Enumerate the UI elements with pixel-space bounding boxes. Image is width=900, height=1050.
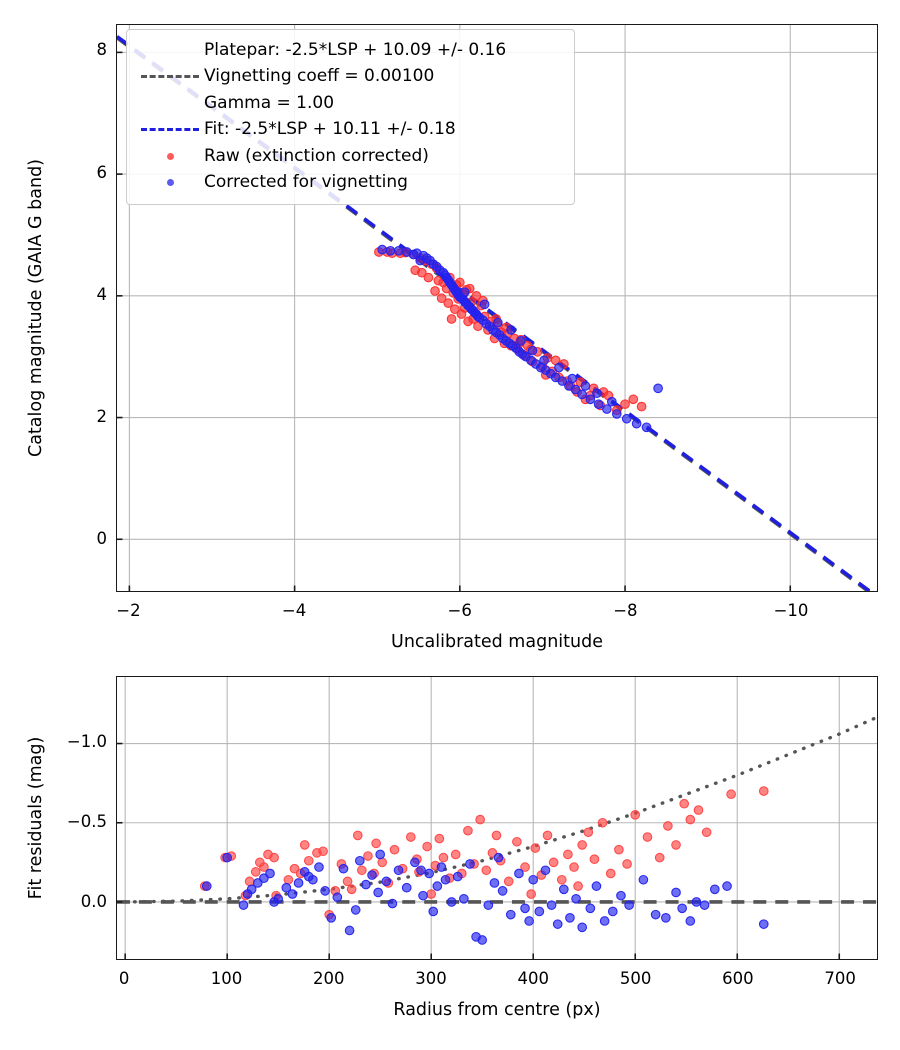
fit-residuals-canvas	[117, 677, 877, 959]
legend-key-blank	[136, 49, 204, 52]
top-axis-xlabel: Uncalibrated magnitude	[391, 632, 603, 652]
legend-entry: Corrected for vignetting	[136, 170, 565, 197]
top-axis-ylabel: Catalog magnitude (GAIA G band)	[26, 158, 46, 458]
bottom-xtick-label: 300	[415, 969, 447, 988]
bottom-axis-ylabel: Fit residuals (mag)	[26, 736, 46, 900]
legend-label: Gamma = 1.00	[204, 92, 335, 113]
top-xtick-label: −2	[116, 601, 141, 620]
bottom-xtick-label: 0	[118, 969, 130, 988]
top-xtick-label: −6	[447, 601, 472, 620]
bottom-xtick-label: 700	[824, 969, 856, 988]
bottom-ytick-label: −0.5	[66, 811, 107, 831]
bottom-ytick-label: −1.0	[66, 732, 107, 751]
bottom-ytick-label: 0.0	[80, 891, 107, 911]
legend-key-marker-red	[136, 152, 204, 160]
legend-label: Vignetting coeff = 0.00100	[204, 66, 435, 87]
top-ytick-label: 0	[96, 529, 108, 549]
legend-label: Raw (extinction corrected)	[204, 145, 429, 166]
top-xtick-label: −10	[773, 601, 809, 620]
scatter-series	[201, 849, 769, 945]
fit-residuals-plot	[116, 676, 878, 960]
top-ytick-label: 6	[96, 162, 108, 182]
top-xtick-label: −4	[281, 601, 307, 620]
bottom-xtick-label: 500	[619, 969, 652, 988]
legend-key-dashed-blue	[136, 128, 204, 132]
legend-entry: Fit: -2.5*LSP + 10.11 +/- 0.18	[136, 117, 565, 144]
top-xtick-label: −8	[613, 601, 638, 620]
legend: Platepar: -2.5*LSP + 10.09 +/- 0.16 Vign…	[126, 29, 575, 205]
legend-label: Corrected for vignetting	[204, 172, 408, 193]
bottom-xtick-label: 600	[722, 969, 754, 988]
scatter-series	[377, 244, 663, 433]
bottom-axis-xlabel: Radius from centre (px)	[393, 1000, 601, 1020]
scatter-series	[199, 786, 769, 920]
legend-key-marker-blue	[136, 179, 204, 187]
legend-label: Platepar: -2.5*LSP + 10.09 +/- 0.16	[204, 39, 507, 60]
bottom-xtick-label: 400	[517, 969, 550, 988]
legend-entry: Vignetting coeff = 0.00100	[136, 64, 565, 91]
legend-entry: Gamma = 1.00	[136, 90, 565, 117]
bottom-xtick-label: 200	[312, 969, 345, 988]
legend-key-dashed-gray	[136, 75, 204, 79]
legend-label: Fit: -2.5*LSP + 10.11 +/- 0.18	[204, 119, 456, 140]
top-ytick-label: 2	[96, 406, 108, 426]
legend-key-blank	[136, 102, 204, 105]
top-ytick-label: 4	[96, 284, 108, 304]
legend-entry: Platepar: -2.5*LSP + 10.09 +/- 0.16	[136, 37, 565, 64]
top-ytick-label: 8	[96, 40, 108, 60]
bottom-xtick-label: 100	[210, 969, 243, 988]
legend-entry: Raw (extinction corrected)	[136, 143, 565, 170]
